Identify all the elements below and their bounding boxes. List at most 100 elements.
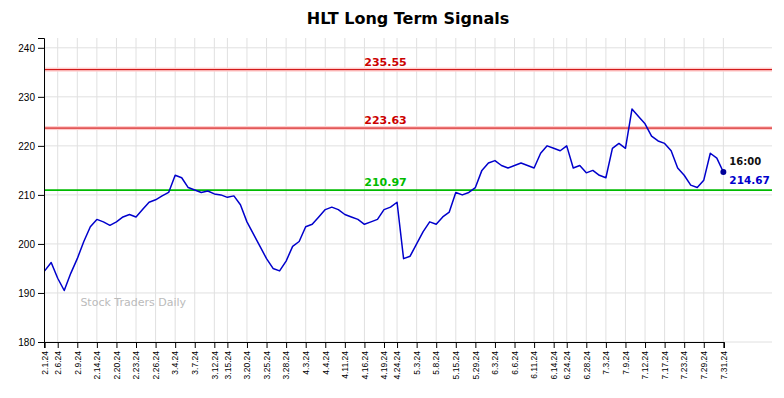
x-tick-mark — [723, 342, 724, 348]
y-tick-label: 180 — [18, 337, 35, 348]
x-tick: 6.14.24 — [549, 342, 559, 379]
x-tick-label: 4.19.24 — [379, 351, 389, 380]
x-tick-label: 6.28.24 — [582, 351, 592, 380]
x-tick: 7.12.24 — [640, 342, 650, 379]
x-tick-mark — [384, 342, 385, 348]
x-tick: 3.20.24 — [242, 342, 252, 379]
y-tick: 190 — [18, 288, 44, 299]
x-tick-label: 4.24.24 — [392, 351, 402, 380]
y-tick-mark — [38, 146, 44, 147]
x-tick-mark — [58, 342, 59, 348]
x-tick-label: 3.15.24 — [223, 351, 233, 380]
x-tick-mark — [97, 342, 98, 348]
x-tick-label: 6.6.24 — [510, 351, 520, 375]
x-tick-label: 4.11.24 — [340, 351, 350, 379]
x-tick-label: 3.12.24 — [210, 351, 220, 380]
x-tick: 6.28.24 — [582, 342, 592, 379]
x-tick-mark — [417, 342, 418, 348]
x-axis-line — [45, 343, 725, 349]
x-tick-mark — [195, 342, 196, 348]
signal-band — [44, 126, 772, 130]
watermark: Stock Traders Daily — [80, 296, 186, 309]
y-tick: 220 — [18, 141, 44, 152]
x-tick: 7.23.24 — [679, 342, 689, 379]
x-tick-label: 7.9.24 — [621, 351, 631, 375]
y-tick-mark — [38, 342, 44, 343]
x-tick: 6.24.24 — [562, 342, 572, 379]
x-tick-mark — [247, 342, 248, 348]
x-tick-label: 5.8.24 — [431, 351, 441, 375]
y-grid-line — [44, 243, 772, 244]
x-tick-mark — [267, 342, 268, 348]
x-tick-label: 2.1.24 — [40, 351, 50, 375]
signal-label: 223.63 — [364, 114, 406, 127]
x-tick-mark — [175, 342, 176, 348]
y-tick-label: 190 — [18, 288, 35, 299]
x-tick-label: 6.14.24 — [549, 351, 559, 380]
x-tick-label: 2.6.24 — [53, 351, 63, 375]
x-tick: 4.3.24 — [301, 342, 311, 375]
x-tick-label: 7.12.24 — [640, 351, 650, 380]
y-tick-mark — [38, 195, 44, 196]
y-tick-label: 210 — [18, 190, 35, 201]
grid — [44, 38, 772, 342]
x-tick-label: 6.3.24 — [490, 351, 500, 375]
x-tick: 5.29.24 — [471, 342, 481, 379]
signal-band — [44, 68, 772, 72]
annotations: 235.55223.63210.9716:00214.67Stock Trade… — [80, 56, 769, 309]
x-tick: 3.25.24 — [262, 342, 272, 379]
marks — [44, 68, 772, 291]
x-tick-mark — [214, 342, 215, 348]
x-tick: 6.3.24 — [490, 342, 500, 375]
x-tick-mark — [156, 342, 157, 348]
x-tick-mark — [345, 342, 346, 348]
x-tick-label: 7.17.24 — [660, 351, 670, 380]
x-tick: 2.26.24 — [151, 342, 161, 379]
x-tick-label: 4.4.24 — [320, 351, 330, 375]
x-tick: 2.9.24 — [73, 342, 83, 375]
x-tick: 4.24.24 — [392, 342, 402, 379]
x-tick-mark — [77, 342, 78, 348]
x-tick-label: 6.11.24 — [529, 351, 539, 379]
y-grid-line — [44, 292, 772, 293]
x-tick: 2.6.24 — [53, 342, 63, 375]
x-tick: 5.8.24 — [431, 342, 441, 375]
end-dot — [720, 169, 726, 175]
x-tick-label: 3.4.24 — [170, 351, 180, 375]
x-tick-mark — [606, 342, 607, 348]
x-tick-label: 7.23.24 — [679, 351, 689, 380]
x-tick-mark — [554, 342, 555, 348]
x-tick-mark — [456, 342, 457, 348]
x-tick-mark — [325, 342, 326, 348]
x-tick-mark — [364, 342, 365, 348]
x-tick-mark — [436, 342, 437, 348]
x-tick: 2.23.24 — [131, 342, 141, 379]
x-tick-label: 4.3.24 — [301, 351, 311, 375]
x-tick-label: 3.20.24 — [242, 351, 252, 380]
x-tick-mark — [515, 342, 516, 348]
x-tick-mark — [645, 342, 646, 348]
x-tick: 7.31.24 — [719, 342, 729, 379]
x-tick-mark — [684, 342, 685, 348]
x-tick: 7.3.24 — [601, 342, 611, 375]
plot-area: 1801902002102202302402.1.242.6.242.9.242… — [18, 38, 772, 379]
x-tick: 5.3.24 — [412, 342, 422, 375]
x-tick-label: 6.24.24 — [562, 351, 572, 380]
signal-line — [44, 69, 772, 70]
x-tick-label: 3.28.24 — [281, 351, 291, 380]
x-tick-label: 2.9.24 — [73, 351, 83, 375]
y-grid-line — [44, 145, 772, 146]
y-tick-mark — [38, 293, 44, 294]
x-tick-label: 4.16.24 — [360, 351, 370, 380]
x-tick: 4.11.24 — [340, 342, 350, 379]
y-tick: 230 — [18, 92, 44, 103]
x-tick-mark — [704, 342, 705, 348]
x-tick: 2.14.24 — [92, 342, 102, 379]
y-tick-mark — [38, 244, 44, 245]
chart-svg: 1801902002102202302402.1.242.6.242.9.242… — [0, 0, 784, 398]
x-tick: 7.17.24 — [660, 342, 670, 379]
y-tick-mark — [38, 97, 44, 98]
x-tick: 4.19.24 — [379, 342, 389, 379]
x-tick-mark — [286, 342, 287, 348]
x-tick-mark — [227, 342, 228, 348]
